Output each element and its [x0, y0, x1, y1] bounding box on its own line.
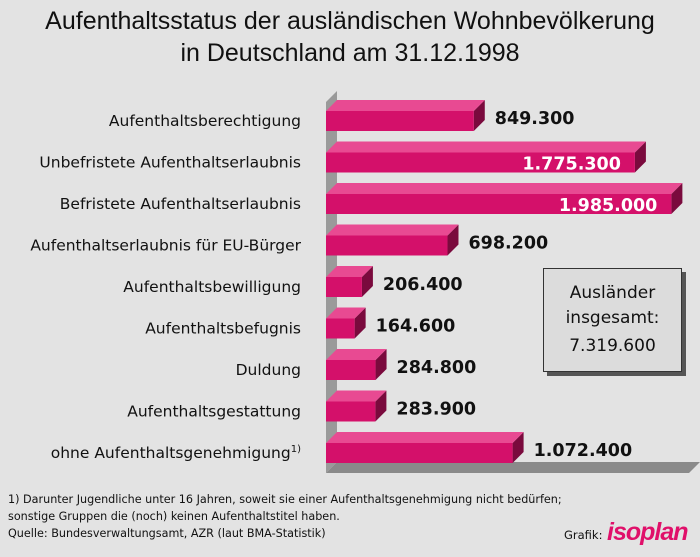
isoplan-logo: isoplan — [607, 518, 689, 546]
bar-side — [447, 224, 459, 256]
bar-top — [326, 390, 387, 402]
bar-top — [326, 266, 373, 277]
bar-top — [326, 100, 485, 111]
value-label: 164.600 — [376, 317, 456, 337]
category-label: Aufenthaltsgestattung — [127, 403, 301, 421]
bar-top — [326, 307, 366, 319]
bar — [326, 111, 474, 131]
bar-side — [634, 141, 646, 173]
total-value: 7.319.600 — [569, 336, 656, 356]
bar-top — [326, 183, 683, 194]
value-label: 206.400 — [383, 275, 463, 295]
bar-top — [326, 141, 646, 153]
value-label: 1.072.400 — [534, 441, 633, 461]
category-label: ohne Aufenthaltsgenehmigung1) — [51, 444, 301, 462]
bar-chart: Aufenthaltsberechtigung 849.300 Unbefriste… — [30, 91, 700, 473]
value-label: 1.775.300 — [522, 155, 621, 175]
category-label: Aufenthaltsberechtigung — [109, 112, 301, 130]
category-label: Aufenthaltserlaubnis für EU-Bürger — [30, 237, 301, 255]
category-label: Unbefristete Aufenthaltserlaubnis — [39, 154, 301, 172]
bar-top — [326, 224, 459, 236]
bar — [326, 194, 672, 214]
value-label: 698.200 — [468, 234, 548, 254]
chart-title-line-1: Aufenthaltsstatus der ausländischen Wohn… — [45, 7, 655, 35]
chart-title-line-2: in Deutschland am 31.12.1998 — [180, 39, 520, 67]
total-foreigners-box: Ausländer insgesamt: 7.319.600 — [543, 268, 682, 372]
value-label: 1.985.000 — [559, 196, 658, 216]
value-label: 283.900 — [396, 400, 476, 420]
bar — [326, 152, 635, 173]
bar-side — [375, 390, 387, 422]
category-label: Aufenthaltsbewilligung — [123, 278, 301, 296]
footnote-line-1: 1) Darunter Jugendliche unter 16 Jahren,… — [8, 493, 562, 506]
bar-top — [326, 349, 387, 360]
category-label: Aufenthaltsbefugnis — [145, 320, 301, 338]
bar — [326, 360, 376, 380]
source-line: Quelle: Bundesverwaltungsamt, AZR (laut … — [8, 527, 326, 540]
category-label: Duldung — [236, 361, 301, 379]
value-label: 284.800 — [397, 358, 477, 378]
credit-label: Grafik: — [564, 528, 603, 542]
value-label: 849.300 — [495, 109, 575, 129]
bar — [326, 277, 362, 297]
bar — [326, 401, 376, 422]
bar — [326, 443, 513, 463]
bar — [326, 235, 448, 256]
axis-floor — [326, 462, 700, 473]
bar-top — [326, 432, 524, 443]
bar-side — [512, 432, 524, 463]
bar-side — [375, 349, 387, 380]
total-label-line-1: Ausländer — [569, 283, 656, 303]
bar — [326, 318, 355, 339]
total-label-line-2: insgesamt: — [565, 308, 660, 328]
bar-side — [354, 307, 366, 339]
category-label: Befristete Aufenthaltserlaubnis — [60, 195, 301, 213]
bar-side — [473, 100, 485, 131]
bar-side — [361, 266, 373, 297]
footnote-line-2: sonstige Gruppen die (noch) keinen Aufen… — [8, 510, 340, 523]
footnote-marker: 1) — [291, 444, 301, 455]
bar-side — [671, 183, 683, 214]
